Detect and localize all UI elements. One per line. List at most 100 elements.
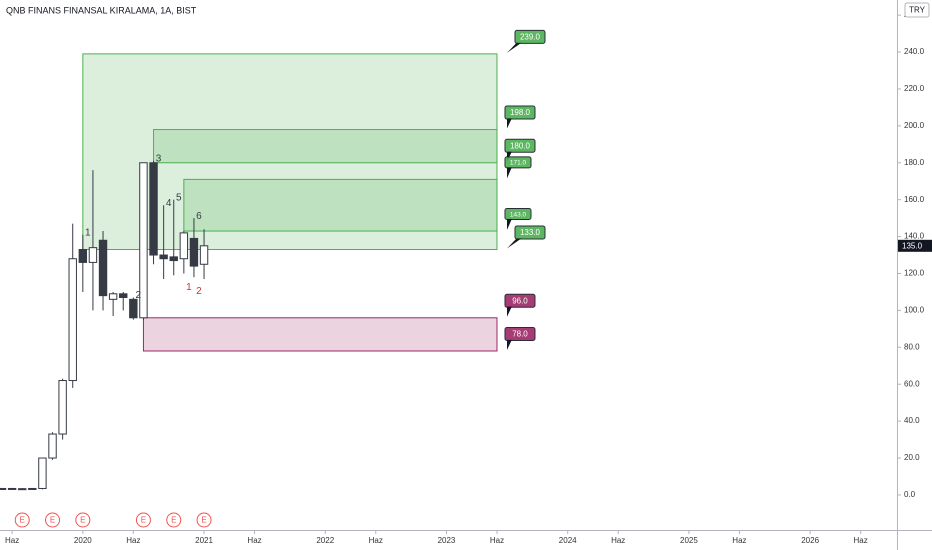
x-tick-label: Haz — [732, 536, 746, 545]
candle-annotation: 5 — [176, 192, 182, 203]
x-tick-label: Haz — [854, 536, 868, 545]
earnings-marker[interactable] — [75, 512, 91, 528]
earnings-label: E — [201, 516, 206, 525]
x-tick-label: 2020 — [74, 536, 92, 545]
price-label: 198.0 — [510, 108, 531, 117]
price-label: 143.0 — [510, 211, 527, 218]
price-label: 78.0 — [512, 330, 528, 339]
price-label-box — [504, 156, 532, 169]
y-tick-label: 40.0 — [904, 416, 920, 425]
candle-annotation: 2 — [196, 286, 202, 297]
x-tick-label: Haz — [247, 536, 261, 545]
currency-box — [904, 2, 930, 18]
last-price-label: 135.0 — [902, 241, 923, 250]
candle-body — [149, 162, 158, 256]
candle-annotation: 1 — [85, 227, 91, 238]
earnings-marker[interactable] — [14, 512, 30, 528]
x-tick-label: Haz — [611, 536, 625, 545]
price-label-pointer — [506, 218, 512, 231]
price-label-box — [514, 225, 546, 240]
x-tick-label: 2022 — [316, 536, 334, 545]
x-tick-label: 2026 — [801, 536, 819, 545]
candle-body — [159, 254, 168, 260]
zone — [142, 317, 498, 352]
x-tick-label: 2023 — [438, 536, 456, 545]
earnings-label: E — [80, 516, 85, 525]
y-tick-label: 20.0 — [904, 453, 920, 462]
x-tick-label: 2021 — [195, 536, 213, 545]
earnings-label: E — [50, 516, 55, 525]
y-tick-label: 100.0 — [904, 306, 925, 315]
price-label-box — [504, 105, 536, 120]
x-tick-label: 2024 — [559, 536, 577, 545]
y-tick-label: 120.0 — [904, 269, 925, 278]
price-label-pointer — [506, 237, 522, 249]
candle-body — [179, 232, 189, 260]
y-tick-label: 200.0 — [904, 121, 925, 130]
currency-label: TRY — [909, 6, 926, 15]
candle-body — [58, 380, 67, 435]
chart-title: QNB FINANS FINANSAL KIRALAMA, 1A, BIST — [6, 5, 197, 15]
price-label: 180.0 — [510, 141, 531, 150]
earnings-label: E — [20, 516, 25, 525]
zone — [183, 178, 498, 232]
y-tick-label: 160.0 — [904, 195, 925, 204]
candle-body — [199, 245, 209, 265]
price-label-box — [504, 326, 536, 341]
price-label: 239.0 — [520, 32, 541, 41]
y-tick-label: 140.0 — [904, 232, 925, 241]
earnings-marker[interactable] — [135, 512, 151, 528]
candle-body — [18, 488, 27, 491]
y-tick-label: 180.0 — [904, 158, 925, 167]
candle-body — [0, 487, 7, 490]
earnings-label: E — [171, 516, 176, 525]
candle-annotation: 6 — [196, 211, 202, 222]
price-label-pointer — [506, 42, 522, 53]
candle-annotation: 4 — [166, 198, 172, 209]
price-label-pointer — [506, 166, 512, 179]
candle-body — [68, 258, 77, 382]
earnings-marker[interactable] — [196, 512, 212, 528]
y-tick-label: 80.0 — [904, 342, 920, 351]
candle-body — [38, 457, 47, 489]
candle-annotation: 1 — [186, 282, 192, 293]
x-tick-label: Haz — [126, 536, 140, 545]
candle-body — [108, 293, 118, 300]
price-label-box — [504, 138, 536, 153]
earnings-marker[interactable] — [45, 512, 61, 528]
candle-body — [78, 248, 88, 263]
x-tick-label: Haz — [490, 536, 504, 545]
candle-body — [139, 162, 148, 319]
y-tick-label: 240.0 — [904, 47, 925, 56]
zone — [153, 129, 498, 164]
price-label-box — [504, 293, 536, 308]
price-label-box — [504, 208, 532, 221]
x-tick-label: Haz — [5, 536, 19, 545]
y-tick-label: 220.0 — [904, 84, 925, 93]
earnings-label: E — [141, 516, 146, 525]
earnings-marker[interactable] — [166, 512, 182, 528]
candle-body — [129, 298, 138, 319]
candle-annotation: 3 — [156, 154, 162, 165]
price-label-pointer — [506, 306, 512, 317]
y-tick-label: 0.0 — [904, 490, 916, 499]
price-label-box — [514, 29, 546, 44]
x-tick-label: Haz — [369, 536, 383, 545]
candle-body — [98, 239, 108, 297]
price-label: 171.0 — [510, 160, 527, 167]
price-label: 133.0 — [520, 228, 541, 237]
candle-annotation: 2 — [136, 290, 142, 301]
candle-body — [28, 487, 37, 490]
y-tick-label: 60.0 — [904, 379, 920, 388]
candle-body — [119, 293, 128, 298]
candle-body — [169, 256, 178, 262]
candle-body — [88, 247, 98, 263]
price-label: 96.0 — [512, 296, 528, 305]
candle-body — [7, 487, 17, 490]
last-price-box — [898, 239, 932, 252]
price-label-pointer — [506, 118, 512, 129]
price-label-pointer — [506, 339, 512, 350]
candle-body — [48, 433, 57, 459]
